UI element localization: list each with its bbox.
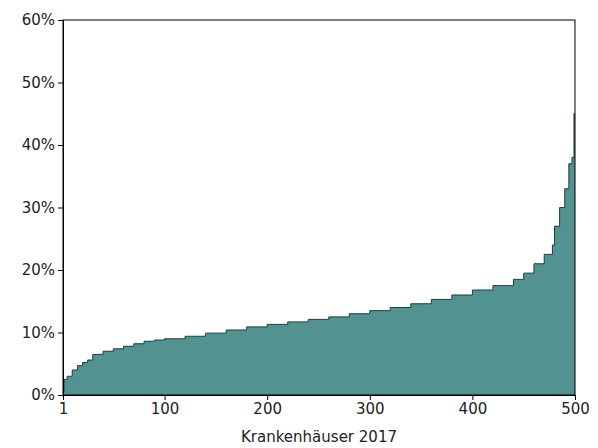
x-axis-line — [64, 395, 576, 396]
x-tick-label: 400 — [459, 400, 488, 418]
x-tick: 1 — [59, 395, 69, 418]
x-tick-label: 100 — [151, 400, 180, 418]
plot: 0% 10% 20% 30% 40% 50% 60% 1 100 200 300 400 500 — [22, 11, 590, 417]
x-tick-label: 500 — [561, 400, 590, 418]
y-tick-label: 50% — [22, 74, 55, 92]
y-tick: 50% — [22, 74, 63, 92]
y-tick: 20% — [22, 261, 63, 279]
y-tick-label: 30% — [22, 199, 55, 217]
y-tick-mark — [58, 270, 63, 271]
x-tick: 200 — [253, 395, 282, 418]
y-tick: 10% — [22, 324, 63, 342]
y-tick-mark — [58, 20, 63, 21]
x-tick: 500 — [561, 395, 590, 418]
y-tick-mark — [58, 333, 63, 334]
plot-frame — [63, 20, 575, 395]
x-tick: 300 — [356, 395, 385, 418]
y-tick-label: 40% — [22, 136, 55, 154]
area — [63, 114, 575, 395]
y-axis-line — [63, 21, 64, 396]
x-axis: 1 100 200 300 400 500 — [59, 395, 590, 418]
y-tick-label: 10% — [22, 324, 55, 342]
y-tick-mark — [58, 145, 63, 146]
y-tick-mark — [58, 83, 63, 84]
chart: 0% 10% 20% 30% 40% 50% 60% 1 100 200 300 400 500 Kran… — [0, 0, 598, 448]
y-tick-label: 0% — [31, 386, 55, 404]
x-tick-label: 200 — [253, 400, 282, 418]
x-axis-title: Krankenhäuser 2017 — [241, 428, 397, 446]
x-tick: 400 — [459, 395, 488, 418]
y-tick: 40% — [22, 136, 63, 154]
x-tick-label: 300 — [356, 400, 385, 418]
y-tick-label: 20% — [22, 261, 55, 279]
y-tick: 60% — [22, 11, 63, 29]
y-tick-mark — [58, 208, 63, 209]
y-axis: 0% 10% 20% 30% 40% 50% 60% — [22, 11, 64, 404]
x-tick-label: 1 — [59, 400, 69, 418]
y-tick-label: 60% — [22, 11, 55, 29]
area-outline — [63, 114, 575, 392]
y-tick: 30% — [22, 199, 63, 217]
y-tick-mark — [58, 395, 63, 396]
x-tick: 100 — [151, 395, 180, 418]
marks — [63, 114, 575, 395]
